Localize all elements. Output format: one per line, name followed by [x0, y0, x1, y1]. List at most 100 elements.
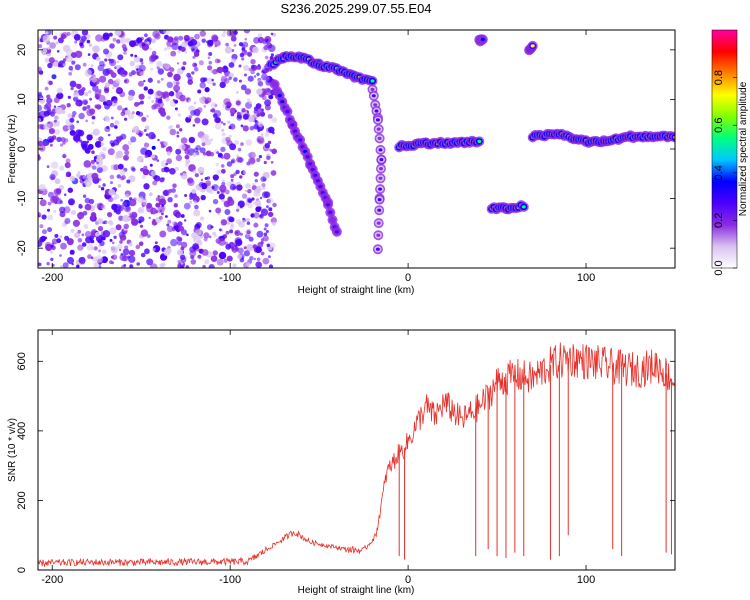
noise-speck — [263, 227, 267, 231]
noise-speck — [256, 262, 263, 268]
noise-speck — [47, 136, 55, 143]
noise-speck — [231, 247, 235, 251]
noise-speck — [235, 219, 242, 225]
track-core — [374, 109, 379, 113]
track-core — [379, 167, 383, 171]
snr-panel: -200 -100 0 100 0 200 400 600 Height of straig… — [7, 329, 676, 596]
noise-speck — [155, 197, 160, 202]
noise-speck — [271, 221, 277, 226]
noise-speck — [123, 154, 129, 161]
noise-speck — [226, 255, 233, 262]
noise-speck — [44, 57, 50, 63]
noise-speck — [204, 87, 210, 93]
noise-speck — [148, 216, 151, 220]
x-tick-label: -100 — [219, 272, 241, 284]
noise-speck — [118, 248, 122, 252]
noise-speck — [268, 207, 273, 212]
noise-speck — [153, 102, 161, 110]
noise-speck — [247, 203, 253, 209]
noise-speck — [203, 232, 210, 239]
noise-speck — [222, 179, 225, 183]
noise-speck — [223, 98, 231, 106]
noise-speck — [108, 219, 113, 225]
noise-speck — [88, 90, 92, 94]
track-core — [377, 198, 382, 202]
noise-speck — [68, 65, 74, 71]
noise-speck — [130, 53, 134, 57]
noise-speck — [51, 74, 57, 80]
noise-speck — [228, 62, 235, 68]
noise-speck — [211, 108, 216, 113]
noise-speck — [165, 215, 168, 218]
noise-speck — [220, 121, 224, 124]
noise-speck — [144, 125, 150, 131]
noise-speck — [179, 94, 186, 102]
noise-speck — [179, 265, 184, 268]
noise-speck — [38, 104, 43, 112]
noise-speck — [268, 94, 274, 100]
noise-speck — [38, 66, 42, 72]
noise-speck — [137, 102, 141, 106]
noise-speck — [186, 144, 191, 149]
noise-speck — [193, 66, 199, 72]
noise-speck — [223, 65, 228, 70]
noise-speck — [114, 155, 119, 160]
noise-speck — [44, 86, 49, 91]
noise-speck — [270, 53, 274, 57]
noise-speck — [261, 95, 267, 101]
noise-speck — [261, 208, 266, 213]
noise-speck — [145, 133, 149, 137]
noise-speck — [201, 118, 209, 126]
noise-speck — [92, 85, 99, 92]
noise-speck — [212, 174, 219, 181]
noise-speck — [229, 107, 237, 115]
noise-speck — [222, 122, 226, 126]
noise-speck — [111, 86, 115, 90]
noise-speck — [173, 203, 178, 208]
noise-speck — [157, 68, 164, 75]
track-core — [376, 221, 381, 225]
snr-x-label: Height of straight line (km) — [298, 585, 415, 596]
noise-speck — [175, 124, 180, 129]
noise-speck — [270, 32, 274, 36]
noise-speck — [248, 157, 256, 165]
noise-speck — [114, 120, 120, 125]
noise-speck — [109, 69, 114, 75]
noise-speck — [256, 113, 261, 117]
noise-speck — [141, 116, 147, 122]
noise-speck — [38, 44, 43, 49]
noise-speck — [77, 212, 85, 220]
noise-speck — [202, 264, 206, 268]
noise-speck — [152, 247, 156, 252]
noise-speck — [215, 69, 219, 72]
snr-background — [38, 330, 675, 570]
noise-speck — [267, 255, 271, 259]
noise-speck — [151, 100, 155, 103]
noise-speck — [238, 64, 242, 68]
noise-speck — [247, 52, 252, 57]
noise-speck — [264, 55, 269, 60]
colorbar-gradient — [712, 30, 737, 268]
noise-speck — [184, 154, 190, 160]
track-core — [272, 82, 277, 86]
noise-speck — [134, 101, 139, 107]
track-core — [318, 184, 323, 189]
track-offset-band — [486, 200, 529, 215]
noise-speck — [177, 249, 184, 256]
snr-frame — [37, 329, 676, 571]
noise-speck — [89, 97, 92, 101]
noise-speck — [227, 216, 233, 222]
noise-speck — [219, 184, 227, 193]
noise-speck — [57, 37, 64, 44]
noise-speck — [193, 51, 200, 57]
noise-speck — [216, 59, 221, 63]
noise-speck — [101, 249, 107, 255]
noise-speck — [70, 87, 74, 91]
noise-speck — [230, 178, 234, 182]
noise-speck — [209, 265, 213, 268]
noise-speck — [117, 54, 124, 61]
noise-speck — [128, 264, 134, 268]
noise-speck — [236, 208, 240, 212]
noise-speck — [223, 30, 226, 34]
noise-speck — [234, 140, 239, 145]
